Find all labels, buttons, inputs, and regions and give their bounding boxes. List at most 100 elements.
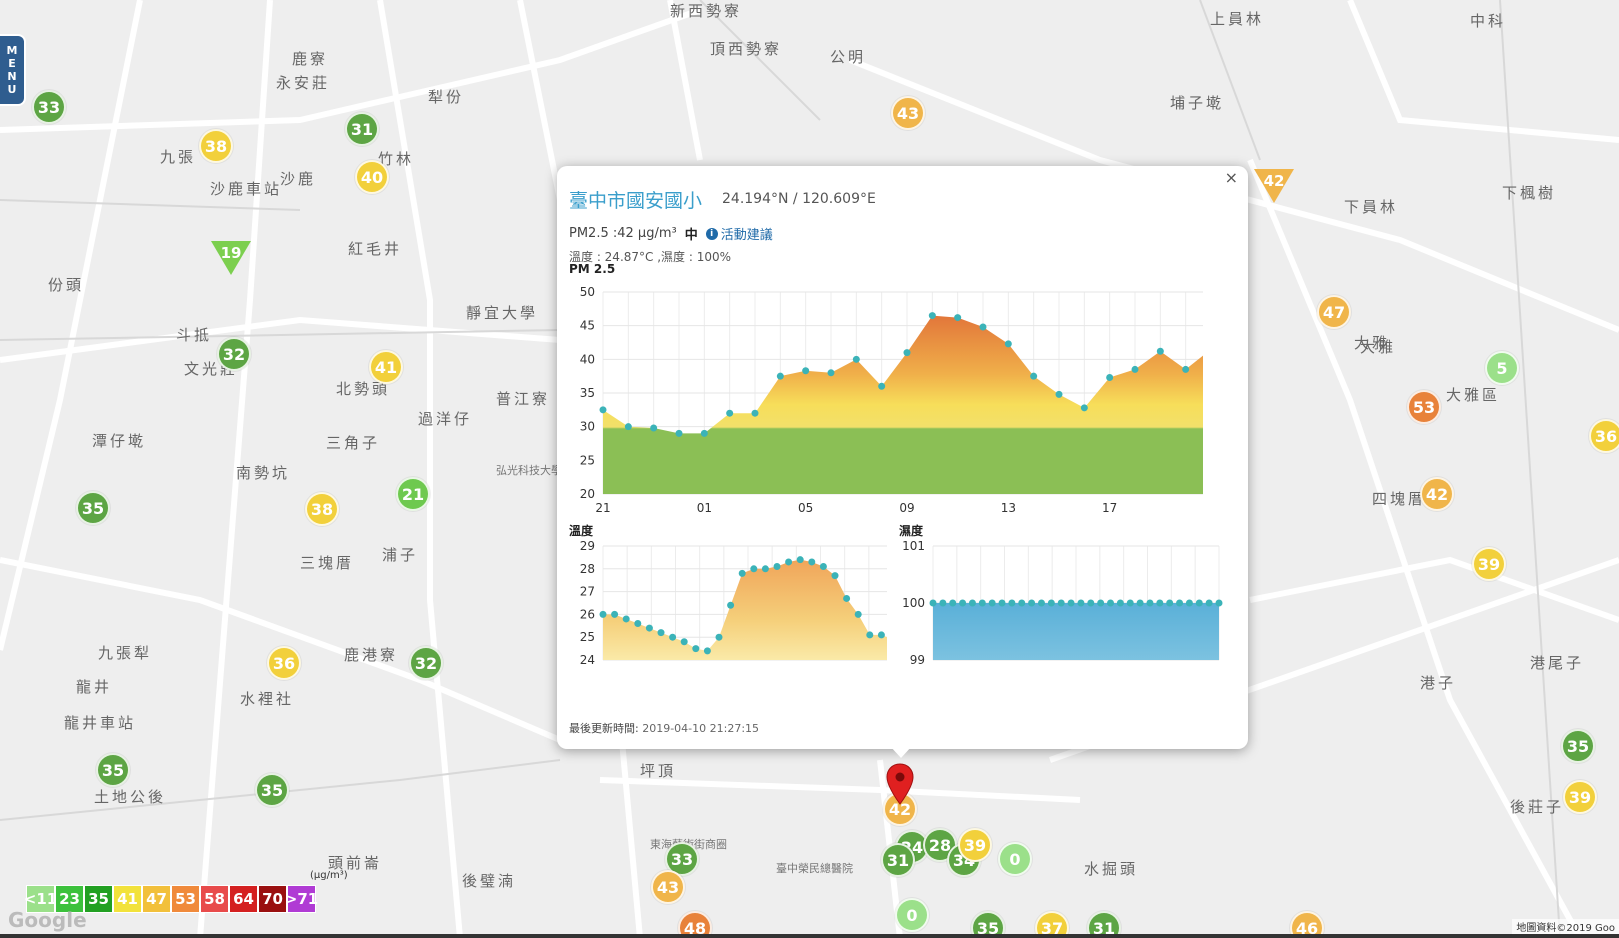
station-marker[interactable]: 47 [1317, 295, 1351, 329]
station-marker[interactable]: 35 [1561, 729, 1595, 763]
data-point [599, 406, 607, 414]
activity-advice-link[interactable]: i 活動建議 [705, 224, 773, 243]
place-label: 北勢頭 [336, 380, 391, 398]
station-marker[interactable]: 35 [76, 491, 110, 525]
station-marker[interactable]: 35 [971, 911, 1005, 938]
place-label: 斗抵 [176, 326, 213, 344]
data-point [1106, 374, 1114, 382]
last-update-value: 2019-04-10 21:27:15 [642, 722, 760, 735]
place-label: 潭仔墘 [92, 432, 147, 450]
data-point [611, 610, 619, 618]
place-label: 沙鹿 [280, 170, 317, 188]
place-label: 頭前崙 [328, 854, 383, 872]
place-label: 犁份 [428, 88, 465, 106]
place-label: 永安莊 [276, 74, 331, 92]
location-pin-icon[interactable] [885, 762, 915, 806]
place-label: 水掘頭 [1084, 860, 1139, 878]
legend-cell: 23 [55, 885, 84, 913]
station-marker[interactable]: 40 [355, 160, 389, 194]
place-label: 竹林 [378, 150, 415, 168]
info-icon: i [705, 227, 718, 240]
data-point [1004, 340, 1012, 348]
station-marker[interactable]: 0 [895, 898, 929, 932]
place-label: 大雅區 [1446, 386, 1501, 404]
legend-cell: >71 [285, 885, 318, 913]
place-label: 公明 [830, 48, 867, 66]
station-marker[interactable]: 42 [1420, 477, 1454, 511]
station-marker[interactable]: 21 [396, 477, 430, 511]
series-area [603, 315, 1203, 494]
place-label: 新西勢寮 [670, 2, 743, 20]
place-label: 三角子 [326, 434, 381, 452]
legend-cell: 58 [200, 885, 229, 913]
station-marker[interactable]: 43 [891, 96, 925, 130]
y-tick-label: 101 [902, 539, 925, 553]
menu-button[interactable]: M E N U [0, 34, 26, 106]
y-tick-label: 25 [580, 630, 595, 644]
data-point [802, 367, 810, 375]
station-marker[interactable]: 0 [998, 842, 1032, 876]
place-label: 鹿寮 [292, 50, 329, 68]
place-label: 四塊厝 [1372, 490, 1427, 508]
data-point [1176, 599, 1184, 607]
data-point [939, 599, 947, 607]
station-marker[interactable]: 35 [255, 773, 289, 807]
station-popup: × 臺中市國安國小 24.194°N / 120.609°E PM2.5 :42… [557, 166, 1248, 749]
station-marker[interactable]: 53 [1407, 390, 1441, 424]
station-marker[interactable]: 39 [958, 828, 992, 862]
x-tick-label: 13 [1001, 501, 1016, 515]
place-label: 下楓樹 [1502, 184, 1557, 202]
station-marker[interactable]: 41 [369, 350, 403, 384]
data-point [634, 620, 642, 628]
station-marker[interactable]: 32 [409, 646, 443, 680]
station-marker[interactable]: 31 [1087, 911, 1121, 938]
data-point [1067, 599, 1075, 607]
y-tick-label: 25 [580, 453, 595, 467]
hum-chart-title: 濕度 [899, 524, 924, 538]
station-marker[interactable]: 39 [1563, 780, 1597, 814]
station-marker[interactable]: 31 [345, 112, 379, 146]
close-icon[interactable]: × [1224, 168, 1238, 187]
advice-label: 活動建議 [720, 228, 773, 243]
station-marker[interactable]: 32 [217, 337, 251, 371]
data-point [1080, 404, 1088, 412]
data-point [796, 556, 804, 564]
data-point [1107, 599, 1115, 607]
station-marker[interactable]: 48 [678, 911, 712, 938]
station-marker[interactable]: 36 [267, 646, 301, 680]
place-label: 中科 [1470, 12, 1507, 30]
station-marker[interactable]: 28 [923, 828, 957, 862]
map-attribution[interactable]: 地圖資料©2019 Goo [1512, 919, 1619, 934]
place-label: 沙鹿車站 [210, 180, 283, 198]
station-marker[interactable]: 36 [1589, 419, 1619, 453]
place-label: 份頭 [48, 276, 85, 294]
data-point [1018, 599, 1026, 607]
place-label: 坪頂 [640, 762, 677, 780]
data-point [1077, 599, 1085, 607]
station-name[interactable]: 臺中市國安國小 [569, 190, 703, 212]
data-point [1205, 599, 1213, 607]
data-point [854, 610, 862, 618]
data-point [979, 323, 987, 331]
legend-cell: 70 [258, 885, 287, 913]
station-marker[interactable]: 5 [1485, 351, 1519, 385]
data-point [785, 558, 793, 566]
data-point [727, 601, 735, 609]
station-marker[interactable]: 38 [199, 129, 233, 163]
data-point [1156, 599, 1164, 607]
station-marker[interactable]: 46 [1290, 911, 1324, 938]
station-marker[interactable]: 33 [32, 90, 66, 124]
station-marker[interactable]: 43 [651, 870, 685, 904]
y-tick-label: 26 [580, 607, 595, 621]
station-marker[interactable]: 39 [1472, 547, 1506, 581]
station-marker[interactable]: 37 [1035, 911, 1069, 938]
data-point [808, 558, 816, 566]
station-marker[interactable]: 38 [305, 492, 339, 526]
data-point [1030, 372, 1038, 380]
station-marker[interactable]: 35 [96, 753, 130, 787]
y-tick-label: 50 [580, 285, 595, 299]
station-marker[interactable]: 31 [881, 843, 915, 877]
data-point [988, 599, 996, 607]
temp-chart-title: 溫度 [569, 524, 594, 538]
